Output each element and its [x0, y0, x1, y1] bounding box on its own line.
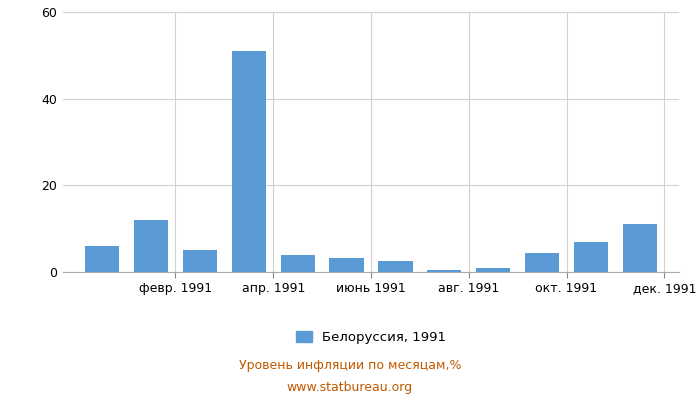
Bar [427, 270, 461, 272]
Bar [183, 250, 217, 272]
Bar [378, 261, 412, 272]
Bar [134, 220, 168, 272]
Bar [281, 255, 315, 272]
Bar [574, 242, 608, 272]
Bar [232, 51, 266, 272]
Bar [623, 224, 657, 272]
Legend: Белоруссия, 1991: Белоруссия, 1991 [296, 330, 446, 344]
Bar [330, 258, 364, 272]
Text: www.statbureau.org: www.statbureau.org [287, 382, 413, 394]
Text: Уровень инфляции по месяцам,%: Уровень инфляции по месяцам,% [239, 360, 461, 372]
Bar [476, 268, 510, 272]
Bar [525, 252, 559, 272]
Bar [85, 246, 119, 272]
